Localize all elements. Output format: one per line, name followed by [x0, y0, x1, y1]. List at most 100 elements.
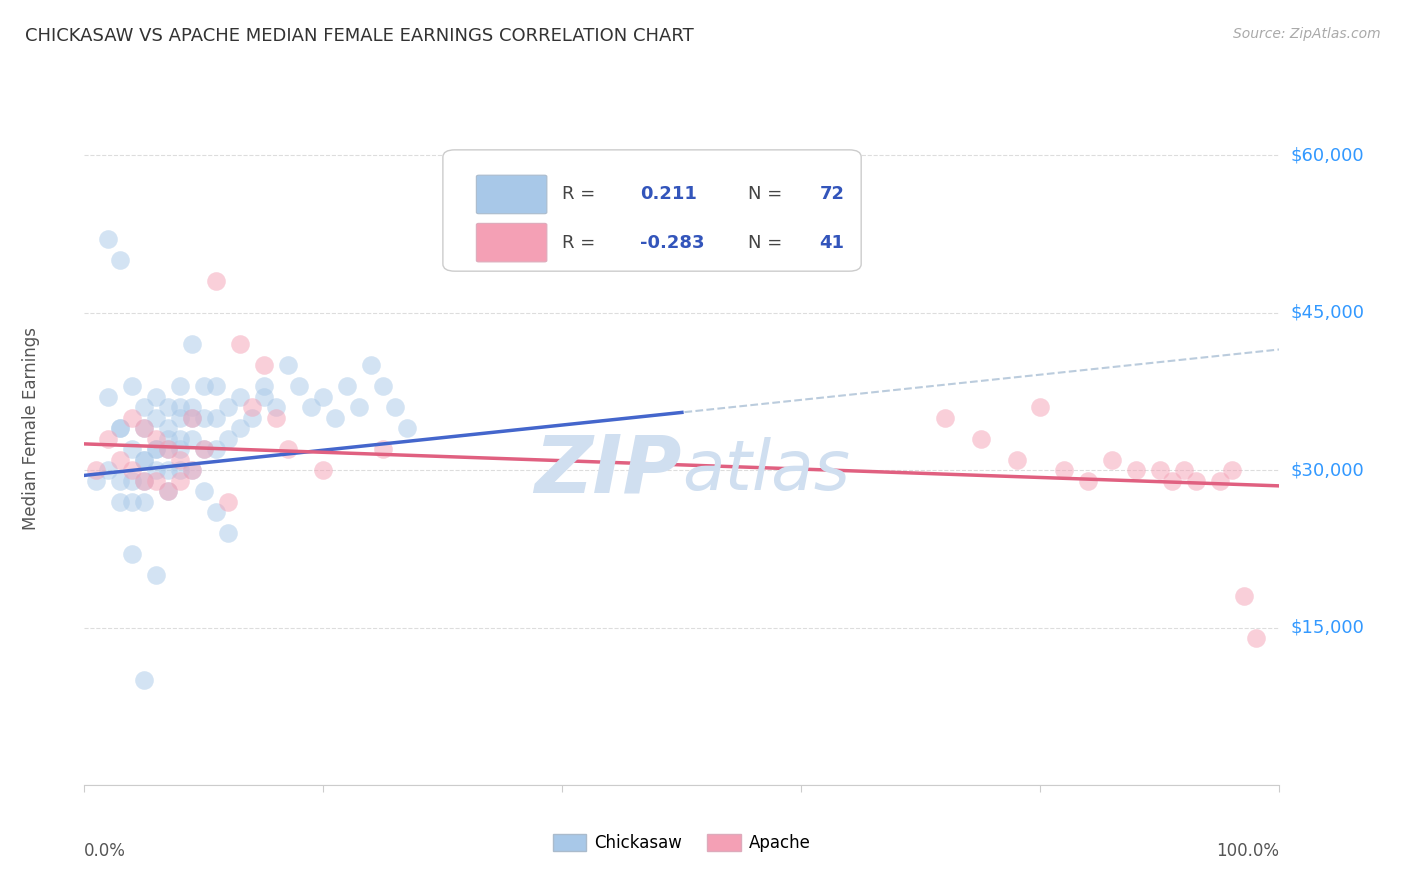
Point: [181, 410, 204, 425]
Point: [193, 442, 215, 457]
Point: [110, 421, 132, 435]
Point: [145, 442, 167, 457]
Point: [145, 474, 167, 488]
Text: ZIP: ZIP: [534, 432, 682, 510]
Point: [205, 274, 228, 288]
Text: $30,000: $30,000: [1291, 461, 1364, 479]
Point: [110, 494, 132, 508]
Point: [373, 379, 395, 393]
Text: 100.0%: 100.0%: [1216, 842, 1279, 860]
Point: [277, 442, 299, 457]
Point: [336, 379, 359, 393]
Point: [181, 432, 204, 446]
Point: [181, 410, 204, 425]
Point: [1101, 452, 1123, 467]
Point: [217, 400, 239, 414]
Point: [97, 390, 120, 404]
Point: [169, 442, 191, 457]
Point: [1077, 474, 1099, 488]
Point: [217, 526, 239, 541]
Point: [240, 400, 263, 414]
Point: [373, 442, 395, 457]
Point: [86, 474, 108, 488]
Point: [384, 400, 406, 414]
Text: CHICKASAW VS APACHE MEDIAN FEMALE EARNINGS CORRELATION CHART: CHICKASAW VS APACHE MEDIAN FEMALE EARNIN…: [25, 27, 695, 45]
Point: [110, 253, 132, 268]
Text: $60,000: $60,000: [1291, 146, 1364, 164]
Point: [1185, 474, 1208, 488]
Point: [277, 358, 299, 372]
Point: [253, 379, 276, 393]
Point: [264, 410, 287, 425]
Text: N =: N =: [748, 186, 782, 203]
Point: [132, 400, 156, 414]
Point: [970, 432, 993, 446]
Point: [169, 452, 191, 467]
Point: [253, 390, 276, 404]
Point: [934, 410, 956, 425]
Point: [169, 410, 191, 425]
Text: -0.283: -0.283: [640, 234, 704, 252]
Point: [121, 547, 143, 561]
Text: N =: N =: [748, 234, 782, 252]
Point: [157, 484, 180, 499]
Point: [145, 442, 167, 457]
Point: [157, 484, 180, 499]
Point: [229, 421, 252, 435]
Point: [132, 673, 156, 687]
Point: [360, 358, 382, 372]
Point: [325, 410, 347, 425]
Point: [349, 400, 371, 414]
Point: [121, 379, 143, 393]
Point: [193, 442, 215, 457]
Point: [1053, 463, 1076, 477]
Point: [157, 432, 180, 446]
Point: [145, 568, 167, 582]
Point: [181, 463, 204, 477]
Point: [229, 390, 252, 404]
Point: [229, 337, 252, 351]
Point: [145, 432, 167, 446]
Point: [157, 421, 180, 435]
FancyBboxPatch shape: [477, 223, 547, 262]
Point: [157, 400, 180, 414]
Point: [1149, 463, 1171, 477]
Point: [1125, 463, 1147, 477]
FancyBboxPatch shape: [443, 150, 862, 271]
Point: [253, 358, 276, 372]
FancyBboxPatch shape: [477, 175, 547, 214]
Point: [205, 442, 228, 457]
Point: [217, 494, 239, 508]
Point: [312, 463, 335, 477]
Point: [132, 474, 156, 488]
Point: [145, 390, 167, 404]
Point: [121, 442, 143, 457]
Point: [1220, 463, 1243, 477]
Point: [145, 410, 167, 425]
Point: [97, 463, 120, 477]
Point: [1209, 474, 1232, 488]
Point: [1005, 452, 1028, 467]
Point: [145, 463, 167, 477]
Point: [301, 400, 323, 414]
Text: 0.0%: 0.0%: [84, 842, 127, 860]
Point: [396, 421, 419, 435]
Point: [121, 463, 143, 477]
Point: [110, 421, 132, 435]
Point: [121, 474, 143, 488]
Point: [181, 400, 204, 414]
Point: [205, 505, 228, 519]
Point: [264, 400, 287, 414]
Point: [1173, 463, 1195, 477]
Text: R =: R =: [562, 186, 596, 203]
Point: [1244, 631, 1267, 645]
Point: [97, 232, 120, 246]
Point: [193, 484, 215, 499]
Point: [110, 452, 132, 467]
Point: [132, 421, 156, 435]
Text: 72: 72: [820, 186, 845, 203]
Point: [169, 463, 191, 477]
Text: 0.211: 0.211: [640, 186, 697, 203]
Point: [1161, 474, 1184, 488]
Point: [312, 390, 335, 404]
